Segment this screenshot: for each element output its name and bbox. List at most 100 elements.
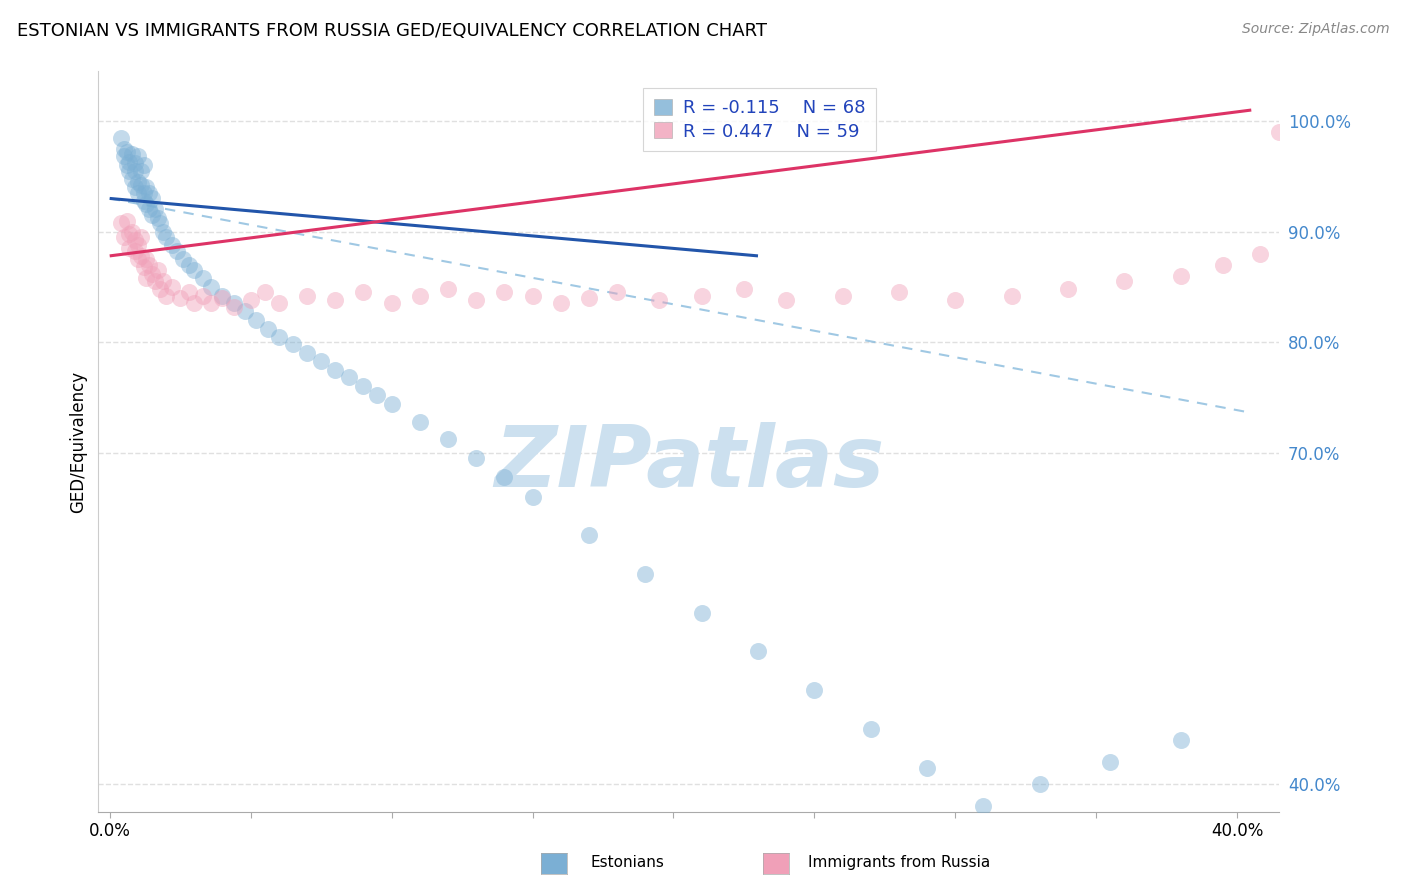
Point bbox=[1170, 732, 1192, 747]
Point bbox=[135, 197, 157, 211]
Point bbox=[522, 490, 544, 504]
Point bbox=[733, 282, 755, 296]
Point bbox=[121, 171, 143, 186]
Point bbox=[115, 213, 138, 227]
Point bbox=[803, 683, 825, 698]
Point bbox=[323, 362, 346, 376]
Point bbox=[121, 225, 143, 239]
Point bbox=[155, 288, 177, 302]
Point bbox=[465, 451, 488, 466]
Point bbox=[1001, 288, 1024, 302]
Point bbox=[494, 470, 516, 484]
Point bbox=[648, 293, 671, 307]
Point bbox=[132, 158, 155, 172]
Point bbox=[155, 230, 177, 244]
Point bbox=[118, 155, 141, 169]
Point bbox=[118, 163, 141, 178]
Point bbox=[146, 263, 169, 277]
Point bbox=[127, 237, 149, 252]
Point bbox=[132, 260, 155, 274]
Point bbox=[1268, 125, 1291, 139]
Point bbox=[129, 249, 152, 263]
Point bbox=[129, 163, 152, 178]
Y-axis label: GED/Equivalency: GED/Equivalency bbox=[69, 370, 87, 513]
Point bbox=[124, 234, 146, 248]
Point bbox=[132, 186, 155, 200]
Point bbox=[256, 322, 278, 336]
Point bbox=[281, 337, 304, 351]
Point bbox=[127, 149, 149, 163]
Point bbox=[211, 288, 233, 302]
Point bbox=[138, 258, 160, 272]
Point bbox=[121, 147, 143, 161]
Point bbox=[1114, 274, 1136, 288]
Point bbox=[124, 156, 146, 170]
Point bbox=[110, 216, 132, 230]
Point bbox=[149, 282, 172, 296]
Point bbox=[143, 202, 166, 217]
Point bbox=[245, 313, 267, 327]
Point bbox=[191, 288, 214, 302]
Point bbox=[211, 291, 233, 305]
Point bbox=[149, 216, 172, 230]
Point bbox=[118, 227, 141, 241]
Point bbox=[177, 285, 200, 300]
Point bbox=[747, 644, 769, 658]
Point bbox=[352, 379, 374, 393]
Point bbox=[127, 175, 149, 189]
Point bbox=[146, 211, 169, 226]
Point bbox=[634, 567, 657, 582]
Point bbox=[112, 142, 135, 156]
Point bbox=[1057, 282, 1080, 296]
Point bbox=[1099, 755, 1122, 769]
Point bbox=[690, 606, 713, 620]
Point bbox=[775, 293, 797, 307]
Point bbox=[409, 415, 432, 429]
Point bbox=[166, 244, 188, 259]
Point bbox=[437, 282, 460, 296]
Point bbox=[578, 528, 600, 542]
Point bbox=[129, 230, 152, 244]
Text: Immigrants from Russia: Immigrants from Russia bbox=[808, 855, 991, 870]
Point bbox=[437, 433, 460, 447]
Point bbox=[135, 252, 157, 267]
Point bbox=[309, 354, 332, 368]
Point bbox=[690, 288, 713, 302]
Point bbox=[110, 130, 132, 145]
Point bbox=[112, 230, 135, 244]
Point bbox=[859, 722, 882, 736]
Point bbox=[127, 186, 149, 200]
Point bbox=[550, 296, 572, 310]
Point bbox=[118, 241, 141, 255]
Point bbox=[267, 329, 290, 343]
Point bbox=[222, 296, 245, 310]
Text: Estonians: Estonians bbox=[591, 855, 665, 870]
Point bbox=[323, 293, 346, 307]
Point bbox=[352, 285, 374, 300]
Text: Source: ZipAtlas.com: Source: ZipAtlas.com bbox=[1241, 22, 1389, 37]
Point bbox=[465, 293, 488, 307]
Point bbox=[172, 252, 194, 267]
Point bbox=[972, 799, 994, 814]
Point bbox=[124, 244, 146, 259]
Point bbox=[295, 288, 318, 302]
Point bbox=[380, 296, 402, 310]
Point bbox=[222, 300, 245, 314]
Point bbox=[143, 274, 166, 288]
Point bbox=[494, 285, 516, 300]
Point bbox=[129, 178, 152, 193]
Point bbox=[295, 346, 318, 360]
Point bbox=[132, 194, 155, 208]
Text: ESTONIAN VS IMMIGRANTS FROM RUSSIA GED/EQUIVALENCY CORRELATION CHART: ESTONIAN VS IMMIGRANTS FROM RUSSIA GED/E… bbox=[17, 22, 766, 40]
Point bbox=[606, 285, 628, 300]
Point bbox=[183, 263, 205, 277]
Point bbox=[127, 252, 149, 267]
Legend: R = -0.115    N = 68, R = 0.447    N = 59: R = -0.115 N = 68, R = 0.447 N = 59 bbox=[644, 87, 876, 152]
Point bbox=[141, 267, 163, 281]
Point bbox=[943, 293, 966, 307]
Point bbox=[152, 274, 174, 288]
Point bbox=[831, 288, 853, 302]
Point bbox=[115, 158, 138, 172]
Point bbox=[233, 304, 256, 318]
Point bbox=[152, 225, 174, 239]
